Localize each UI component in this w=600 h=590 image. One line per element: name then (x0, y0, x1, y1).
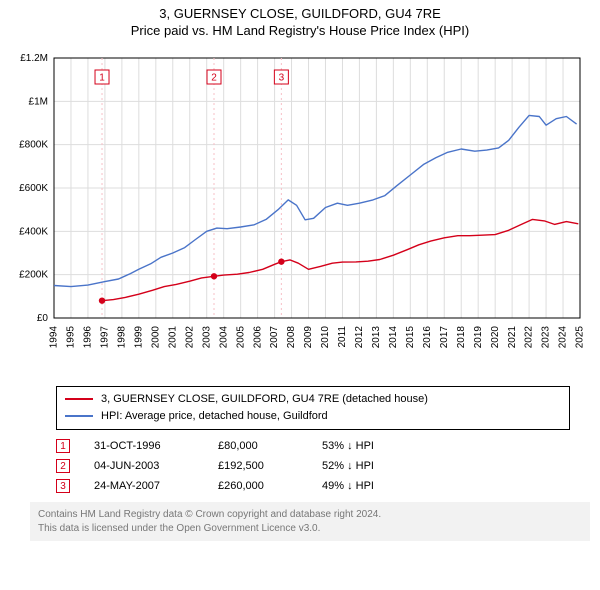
svg-text:£1.2M: £1.2M (20, 53, 48, 64)
svg-text:2006: 2006 (252, 326, 263, 349)
svg-text:2003: 2003 (201, 326, 212, 349)
svg-text:1999: 1999 (133, 326, 144, 349)
svg-text:£200K: £200K (19, 270, 48, 281)
svg-text:1994: 1994 (49, 326, 60, 349)
svg-text:2007: 2007 (269, 326, 280, 349)
transaction-diff: 52% ↓ HPI (322, 460, 374, 472)
svg-text:2016: 2016 (422, 326, 433, 349)
svg-text:2013: 2013 (371, 326, 382, 349)
legend-label: 3, GUERNSEY CLOSE, GUILDFORD, GU4 7RE (d… (101, 391, 428, 408)
svg-text:£1M: £1M (29, 96, 48, 107)
transaction-marker: 2 (56, 459, 70, 473)
transaction-diff: 49% ↓ HPI (322, 480, 374, 492)
legend-item: HPI: Average price, detached house, Guil… (65, 408, 561, 425)
svg-text:2008: 2008 (286, 326, 297, 349)
legend-swatch (65, 415, 93, 417)
svg-text:2014: 2014 (388, 326, 399, 349)
transaction-row: 2 04-JUN-2003 £192,500 52% ↓ HPI (56, 456, 570, 476)
chart-area: £0 £200K £400K £600K £800K £1M £1.2M 1994 1995 19… (8, 48, 592, 378)
svg-text:2: 2 (211, 73, 217, 84)
legend-item: 3, GUERNSEY CLOSE, GUILDFORD, GU4 7RE (d… (65, 391, 561, 408)
legend: 3, GUERNSEY CLOSE, GUILDFORD, GU4 7RE (d… (56, 386, 570, 430)
transaction-date: 24-MAY-2007 (94, 480, 194, 492)
svg-text:£800K: £800K (19, 140, 48, 151)
footer-line2: This data is licensed under the Open Gov… (38, 522, 582, 536)
svg-text:2011: 2011 (337, 326, 348, 348)
line-chart: £0 £200K £400K £600K £800K £1M £1.2M 1994 1995 19… (8, 48, 592, 378)
svg-text:1997: 1997 (100, 326, 111, 349)
title-address: 3, GUERNSEY CLOSE, GUILDFORD, GU4 7RE (4, 6, 596, 21)
svg-text:£0: £0 (37, 313, 49, 324)
footer-attribution: Contains HM Land Registry data © Crown c… (30, 502, 590, 541)
svg-text:£600K: £600K (19, 183, 48, 194)
transaction-price: £192,500 (218, 460, 298, 472)
transactions-table: 1 31-OCT-1996 £80,000 53% ↓ HPI 2 04-JUN-2003… (56, 436, 570, 496)
svg-text:2025: 2025 (575, 326, 586, 349)
svg-text:2021: 2021 (507, 326, 518, 349)
transaction-marker: 1 (56, 439, 70, 453)
legend-swatch (65, 398, 93, 400)
svg-text:2020: 2020 (490, 326, 501, 349)
svg-text:2004: 2004 (218, 326, 229, 349)
svg-text:1996: 1996 (83, 326, 94, 349)
transaction-price: £260,000 (218, 480, 298, 492)
transaction-diff: 53% ↓ HPI (322, 440, 374, 452)
svg-text:2005: 2005 (235, 326, 246, 349)
title-subtitle: Price paid vs. HM Land Registry's House … (4, 23, 596, 38)
svg-text:2009: 2009 (303, 326, 314, 349)
svg-text:£400K: £400K (19, 226, 48, 237)
svg-text:2017: 2017 (439, 326, 450, 349)
transaction-date: 31-OCT-1996 (94, 440, 194, 452)
svg-text:1998: 1998 (117, 326, 128, 349)
transaction-marker: 3 (56, 479, 70, 493)
transaction-date: 04-JUN-2003 (94, 460, 194, 472)
transaction-row: 3 24-MAY-2007 £260,000 49% ↓ HPI (56, 476, 570, 496)
svg-text:2015: 2015 (405, 326, 416, 349)
svg-text:2012: 2012 (354, 326, 365, 349)
svg-text:2022: 2022 (524, 326, 535, 349)
legend-label: HPI: Average price, detached house, Guil… (101, 408, 328, 425)
title-block: 3, GUERNSEY CLOSE, GUILDFORD, GU4 7RE Pr… (0, 0, 600, 42)
chart-container: 3, GUERNSEY CLOSE, GUILDFORD, GU4 7RE Pr… (0, 0, 600, 541)
svg-text:2024: 2024 (558, 326, 569, 349)
svg-text:1995: 1995 (66, 326, 77, 349)
svg-text:2010: 2010 (320, 326, 331, 349)
svg-text:1: 1 (99, 73, 105, 84)
svg-text:3: 3 (279, 73, 285, 84)
svg-text:2023: 2023 (541, 326, 552, 349)
svg-text:2019: 2019 (473, 326, 484, 349)
svg-text:2002: 2002 (184, 326, 195, 349)
transaction-row: 1 31-OCT-1996 £80,000 53% ↓ HPI (56, 436, 570, 456)
svg-text:2001: 2001 (167, 326, 178, 349)
svg-text:2000: 2000 (150, 326, 161, 349)
transaction-price: £80,000 (218, 440, 298, 452)
footer-line1: Contains HM Land Registry data © Crown c… (38, 508, 582, 522)
svg-text:2018: 2018 (456, 326, 467, 349)
